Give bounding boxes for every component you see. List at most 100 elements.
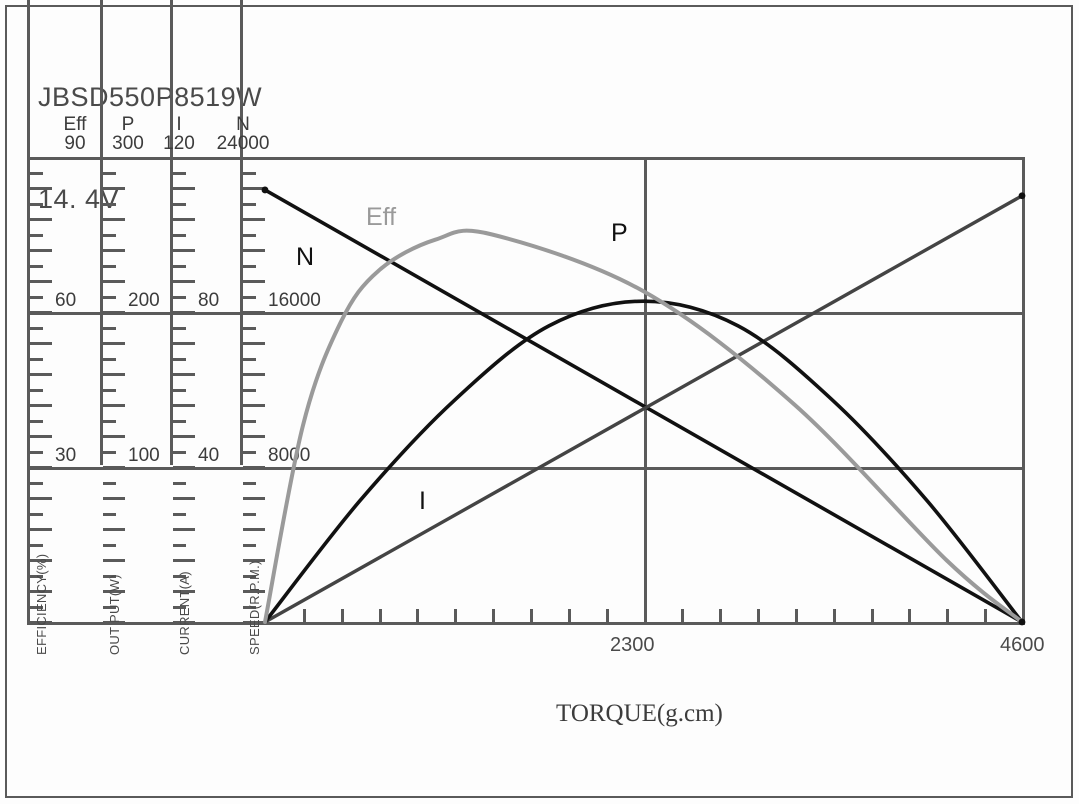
scale-minor-tick — [173, 606, 186, 609]
scale-major-tick — [30, 311, 52, 314]
scale-major-tick — [103, 466, 125, 469]
scale-minor-tick — [173, 203, 186, 206]
scale-minor-tick — [173, 342, 195, 345]
x-axis-minor-tick — [341, 609, 344, 622]
x-axis-minor-tick — [530, 609, 533, 622]
scale-minor-tick — [30, 497, 52, 500]
scale-axis-line — [240, 0, 243, 465]
scale-tick-label-efficiency: 60 — [55, 290, 77, 311]
scale-minor-tick — [30, 544, 43, 547]
scale-minor-tick — [30, 358, 43, 361]
scale-major-tick — [30, 466, 52, 469]
scale-major-tick — [173, 311, 195, 314]
curve-annotation-i: I — [419, 487, 426, 515]
scale-minor-tick — [243, 358, 256, 361]
scale-minor-tick — [173, 482, 186, 485]
scale-minor-tick — [243, 590, 265, 593]
axis-caption-efficiency: EFFICIENCY(%) — [34, 553, 49, 655]
scale-minor-tick — [103, 342, 125, 345]
scale-minor-tick — [30, 606, 43, 609]
scale-major-tick — [243, 311, 265, 314]
scale-minor-tick — [173, 187, 195, 190]
scale-minor-tick — [103, 249, 125, 252]
scale-major-tick — [103, 621, 125, 624]
model-name: JBSD550P8519W — [38, 82, 263, 112]
scale-minor-tick — [243, 544, 256, 547]
scale-minor-tick — [173, 172, 186, 175]
scale-major-tick — [173, 621, 195, 624]
scale-max-label-output: 300 — [112, 133, 144, 154]
scale-minor-tick — [243, 327, 256, 330]
scale-minor-tick — [243, 296, 256, 299]
scale-minor-tick — [243, 528, 265, 531]
scale-minor-tick — [243, 172, 256, 175]
scale-minor-tick — [243, 606, 256, 609]
scale-minor-tick — [173, 373, 195, 376]
scale-minor-tick — [103, 373, 125, 376]
x-axis-minor-tick — [871, 609, 874, 622]
scale-minor-tick — [243, 342, 265, 345]
x-axis-minor-tick — [303, 609, 306, 622]
scale-minor-tick — [103, 234, 116, 237]
curve-annotation-p: P — [611, 219, 628, 247]
scale-symbol-output: P — [121, 114, 135, 135]
x-axis-minor-tick — [416, 609, 419, 622]
x-axis-minor-tick — [946, 609, 949, 622]
x-axis-label-max: 4600 — [1000, 634, 1045, 656]
scale-minor-tick — [103, 280, 125, 283]
scale-minor-tick — [243, 373, 265, 376]
x-axis-minor-tick — [454, 609, 457, 622]
scale-minor-tick — [103, 497, 125, 500]
scale-minor-tick — [243, 497, 265, 500]
scale-minor-tick — [103, 404, 125, 407]
scale-minor-tick — [173, 420, 186, 423]
scale-minor-tick — [103, 575, 116, 578]
scale-minor-tick — [103, 435, 125, 438]
scale-minor-tick — [30, 451, 43, 454]
scale-minor-tick — [103, 590, 125, 593]
curve-annotation-n: N — [296, 243, 315, 271]
scale-minor-tick — [103, 296, 116, 299]
scale-minor-tick — [30, 373, 52, 376]
x-axis-minor-tick — [984, 609, 987, 622]
scale-tick-label-output: 100 — [128, 445, 160, 466]
scale-minor-tick — [30, 435, 52, 438]
scale-minor-tick — [103, 606, 116, 609]
scale-minor-tick — [243, 404, 265, 407]
scale-minor-tick — [243, 280, 265, 283]
scale-minor-tick — [173, 234, 186, 237]
scale-major-tick — [30, 621, 52, 624]
scale-minor-tick — [30, 327, 43, 330]
scale-minor-tick — [173, 389, 186, 392]
scale-minor-tick — [103, 513, 116, 516]
scale-minor-tick — [243, 249, 265, 252]
scale-minor-tick — [30, 575, 43, 578]
scale-minor-tick — [173, 280, 195, 283]
axis-caption-speed: SPEED(R.P.M.) — [247, 560, 262, 655]
x-axis-minor-tick — [757, 609, 760, 622]
scale-symbol-speed: N — [236, 114, 250, 135]
scale-tick-label-output: 200 — [128, 290, 160, 311]
scale-minor-tick — [243, 203, 256, 206]
scale-minor-tick — [243, 559, 265, 562]
scale-axis-line — [100, 0, 103, 465]
scale-tick-label-speed: 16000 — [268, 290, 321, 311]
scale-minor-tick — [243, 513, 256, 516]
scale-tick-label-current: 40 — [198, 445, 220, 466]
scale-minor-tick — [173, 451, 186, 454]
scale-minor-tick — [103, 544, 116, 547]
scale-minor-tick — [243, 482, 256, 485]
scale-minor-tick — [173, 513, 186, 516]
x-axis-title: TORQUE(g.cm) — [556, 700, 723, 727]
scale-axis-line — [27, 0, 30, 465]
scale-max-label-current: 120 — [163, 133, 195, 154]
scale-minor-tick — [243, 451, 256, 454]
vertical-gridline-2300 — [644, 157, 647, 622]
scale-minor-tick — [173, 435, 195, 438]
x-axis-minor-tick — [719, 609, 722, 622]
scale-minor-tick — [30, 342, 52, 345]
x-axis-minor-tick — [1022, 609, 1025, 622]
scale-minor-tick — [243, 435, 265, 438]
scale-minor-tick — [30, 280, 52, 283]
scale-max-label-efficiency: 90 — [64, 133, 86, 154]
